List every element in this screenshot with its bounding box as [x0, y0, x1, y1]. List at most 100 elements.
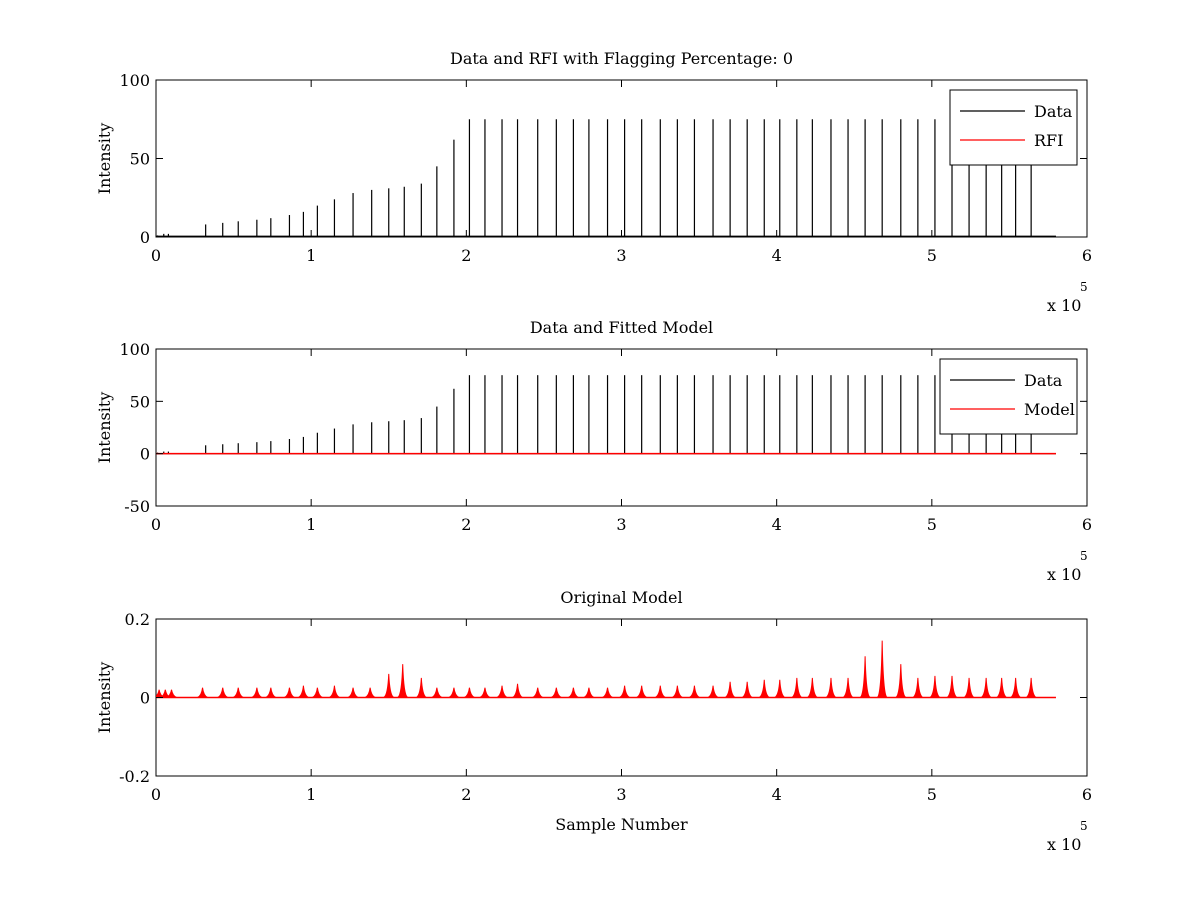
x-tick-label: 1	[306, 785, 316, 804]
model-bump	[431, 687, 443, 698]
legend-box	[939, 358, 1078, 435]
model-bump	[397, 664, 409, 698]
legend-label-model: Model	[1024, 400, 1075, 419]
model-bump	[197, 687, 208, 698]
model-bump	[619, 685, 630, 698]
model-bump	[825, 677, 837, 698]
y-tick-label: 0.2	[125, 610, 150, 629]
model-bump	[774, 679, 786, 698]
y-tick-label: 50	[130, 392, 150, 411]
model-bump	[568, 687, 579, 698]
model-bump	[166, 689, 177, 698]
model-bump	[895, 664, 907, 698]
x-tick-label: 0	[151, 246, 161, 265]
x-axis-label: Sample Number	[555, 815, 688, 834]
model-bump	[583, 687, 595, 698]
model-bump	[912, 677, 924, 698]
model-bump	[724, 681, 736, 698]
model-bump	[383, 673, 395, 698]
model-bump	[689, 685, 700, 698]
x-tick-label: 3	[616, 515, 626, 534]
x-multiplier-exponent: 5	[1080, 280, 1088, 294]
model-bump	[1010, 677, 1021, 698]
model-bump	[807, 677, 818, 698]
x-tick-label: 4	[772, 515, 782, 534]
y-tick-label: 100	[119, 71, 150, 90]
model-bump	[464, 687, 475, 698]
model-bump	[312, 687, 323, 698]
y-tick-label: 0	[140, 689, 150, 708]
model-bump	[347, 687, 359, 698]
y-axis-label: Intensity	[95, 662, 114, 734]
x-tick-label: 2	[461, 515, 471, 534]
chart-panel-1: 0 1 2 3 4 5 6 0 50 100 Data and RFI with Flagging …	[95, 49, 1092, 315]
legend-label-rfi: RFI	[1034, 131, 1063, 150]
model-bump	[251, 687, 263, 698]
y-tick-label: -0.2	[119, 767, 150, 786]
model-bump	[876, 640, 888, 698]
legend: Data RFI	[949, 89, 1078, 166]
x-tick-label: 0	[151, 515, 161, 534]
model-bump	[655, 685, 666, 698]
chart-title: Data and Fitted Model	[530, 318, 713, 337]
model-bump	[532, 687, 543, 698]
x-tick-label: 1	[306, 246, 316, 265]
x-multiplier: x 10	[1047, 296, 1081, 315]
plot-area	[156, 640, 1056, 699]
x-tick-label: 3	[616, 246, 626, 265]
model-bump	[672, 685, 683, 698]
model-bump	[946, 675, 958, 698]
model-bump	[298, 685, 309, 698]
x-tick-label: 6	[1082, 785, 1092, 804]
x-tick-label: 6	[1082, 515, 1092, 534]
model-bump	[1025, 677, 1037, 698]
model-bump	[758, 679, 770, 698]
legend-box	[949, 89, 1078, 166]
model-bump	[707, 685, 719, 698]
y-tick-label: 50	[130, 150, 150, 169]
model-bump	[232, 687, 244, 698]
chart-title: Data and RFI with Flagging Percentage: 0	[450, 49, 793, 68]
model-bump	[791, 677, 803, 698]
model-bump	[996, 677, 1007, 698]
model-bump	[284, 687, 295, 698]
y-axis-label: Intensity	[95, 123, 114, 195]
model-bump	[741, 681, 753, 698]
model-bump	[636, 685, 647, 698]
x-tick-label: 5	[927, 515, 937, 534]
model-bump	[364, 687, 376, 698]
x-multiplier: x 10	[1047, 565, 1081, 584]
series-model	[156, 640, 1056, 699]
x-tick-label: 5	[927, 785, 937, 804]
x-tick-label: 1	[306, 515, 316, 534]
model-bump	[602, 687, 613, 698]
x-tick-label: 2	[461, 246, 471, 265]
model-bump	[479, 687, 491, 698]
legend: Data Model	[939, 358, 1078, 435]
model-bump	[512, 683, 523, 698]
plot-area	[156, 375, 1056, 455]
model-bump	[448, 687, 460, 698]
y-tick-label: 0	[140, 228, 150, 247]
x-tick-label: 2	[461, 785, 471, 804]
model-bump	[551, 687, 562, 698]
model-bump	[496, 685, 508, 698]
x-multiplier: x 10	[1047, 835, 1081, 854]
model-bump	[217, 687, 228, 698]
model-bump	[963, 677, 975, 698]
x-tick-label: 3	[616, 785, 626, 804]
legend-label-data: Data	[1024, 371, 1063, 390]
chart-title: Original Model	[560, 588, 682, 607]
axes-box	[155, 348, 1088, 507]
model-bump	[416, 677, 427, 698]
y-axis-label: Intensity	[95, 392, 114, 464]
model-bump	[980, 677, 992, 698]
y-tick-label: -50	[124, 497, 150, 516]
model-bump	[929, 675, 941, 698]
model-bump	[842, 677, 854, 698]
y-tick-label: 100	[119, 340, 150, 359]
x-tick-label: 4	[772, 246, 782, 265]
x-tick-label: 0	[151, 785, 161, 804]
